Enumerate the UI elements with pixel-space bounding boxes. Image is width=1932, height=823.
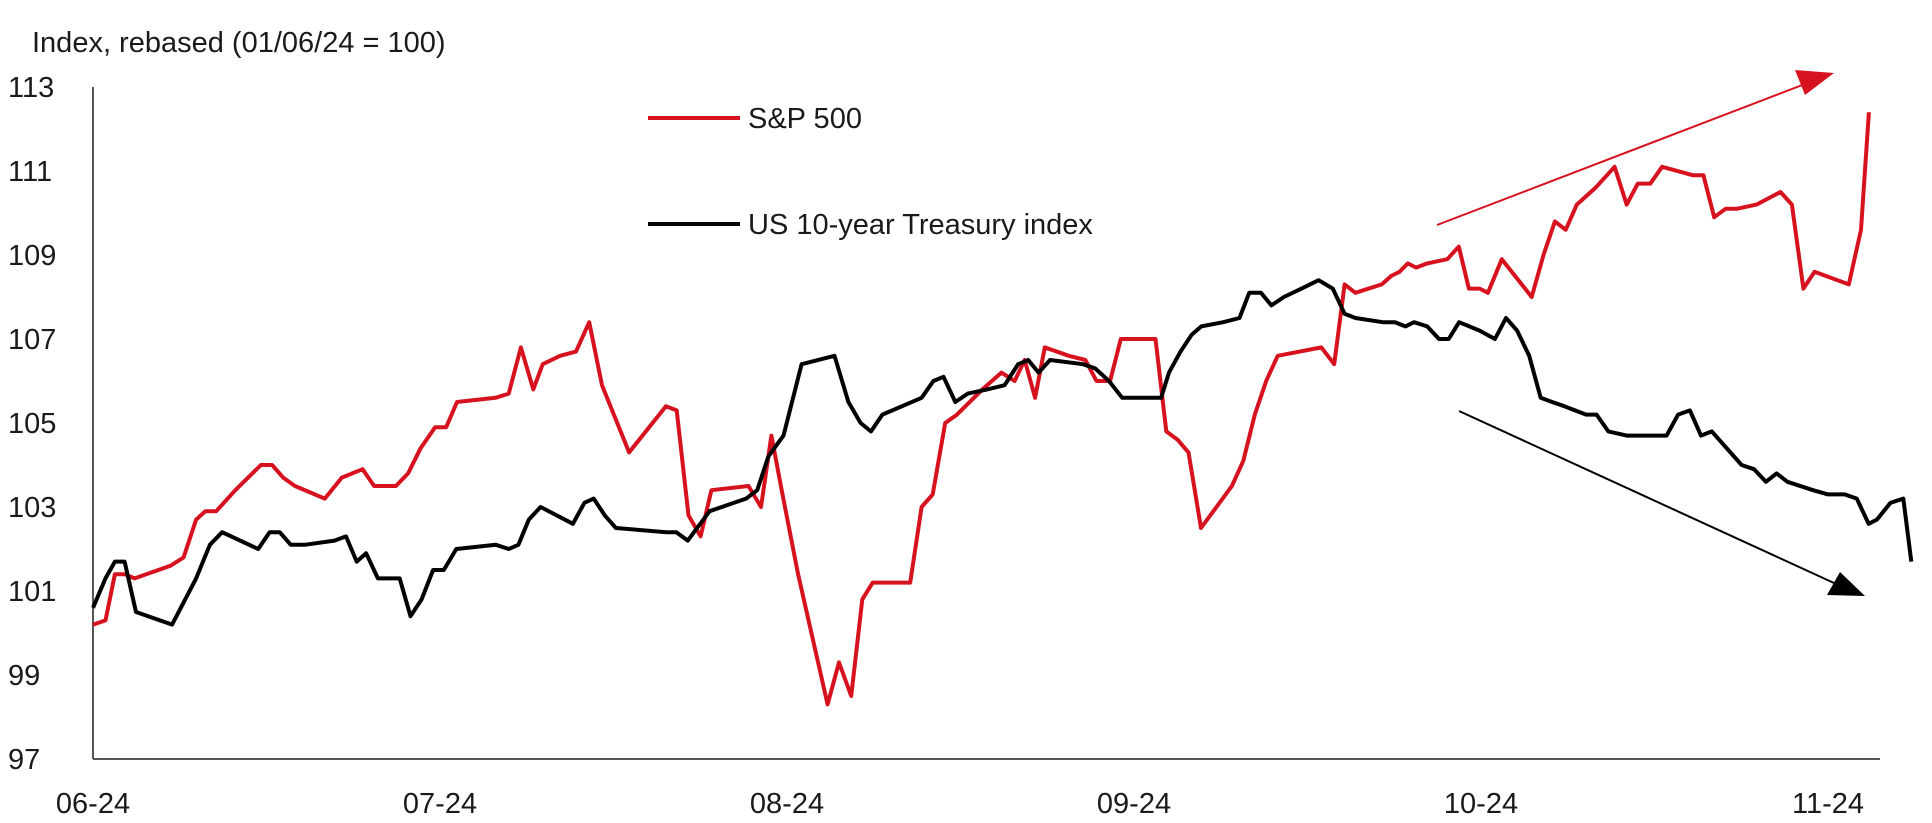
y-tick-label: 101 [8,576,56,608]
x-tick-label: 06-24 [56,788,130,820]
y-tick-label: 103 [8,492,56,524]
y-tick-label: 111 [8,156,52,188]
trend-arrow-down-line [1458,410,1835,584]
x-tick-label: 11-24 [1792,788,1864,820]
y-tick-label: 105 [8,408,56,440]
y-tick-label: 99 [8,660,40,692]
x-axis-ticks: 06-24 07-24 08-24 09-24 10-24 11-24 [56,788,1864,820]
legend-label-sp500: S&P 500 [748,103,862,135]
legend-label-treasury: US 10-year Treasury index [748,209,1093,241]
trend-arrow-down-head [1827,572,1865,596]
x-tick-label: 08-24 [750,788,824,820]
trend-arrow-up [1436,70,1834,226]
trend-arrow-up-line [1436,83,1806,226]
y-axis-title: Index, rebased (01/06/24 = 100) [32,27,446,59]
series-line-treasury [91,278,1914,627]
series-layer [91,112,1914,707]
x-tick-label: 09-24 [1097,788,1171,820]
y-tick-label: 107 [8,324,56,356]
y-tick-label: 113 [8,72,54,104]
series-line-sp500 [92,112,1871,707]
trend-arrow-up-head [1795,70,1834,95]
y-tick-label: 97 [8,744,40,776]
x-tick-label: 07-24 [403,788,477,820]
y-tick-label: 109 [8,240,56,272]
y-axis-ticks: 97 99 101 103 105 107 109 111 113 [8,72,56,776]
trend-arrow-down [1458,410,1865,596]
legend: S&P 500 US 10-year Treasury index [648,103,1093,241]
x-tick-label: 10-24 [1444,788,1518,820]
